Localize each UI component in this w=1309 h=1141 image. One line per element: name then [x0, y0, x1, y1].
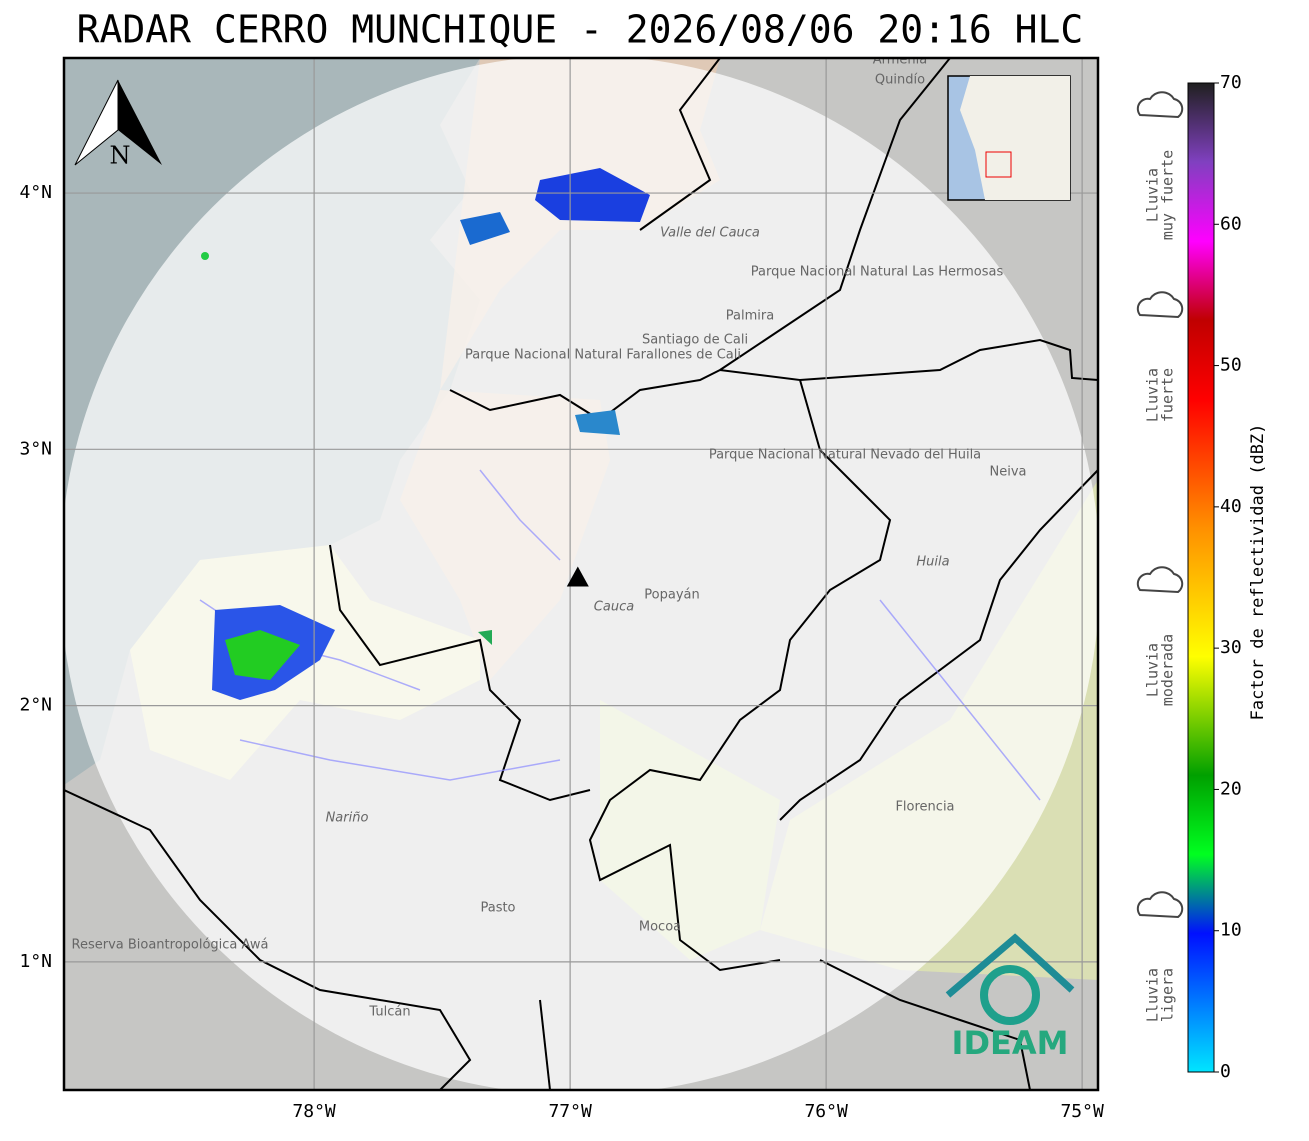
rain-icon — [1136, 891, 1184, 919]
x-tick-label: 75°W — [1060, 1101, 1104, 1122]
y-tick-label: 2°N — [19, 695, 52, 716]
inset-extent — [985, 151, 1012, 178]
place-label: Pasto — [480, 901, 515, 916]
rain-icon — [1136, 91, 1184, 119]
cloud — [1136, 291, 1184, 319]
colorbar-tick-label: 60 — [1220, 213, 1242, 234]
place-label: Parque Nacional Natural Nevado del Huila — [709, 448, 981, 463]
place-label: Valle del Cauca — [660, 226, 760, 241]
y-tick-label: 3°N — [19, 438, 52, 459]
rain-class-label: Lluvia — [1144, 168, 1162, 222]
place-label: Florencia — [895, 800, 954, 815]
north-arrow: N — [74, 79, 162, 170]
rain-icon — [1136, 566, 1184, 594]
place-label: Parque Nacional Natural Farallones de Ca… — [465, 348, 741, 363]
cloud — [1136, 566, 1184, 594]
colorbar-tick-label: 70 — [1220, 72, 1242, 93]
place-label: Parque Nacional Natural Las Hermosas — [751, 265, 1004, 280]
colorbar-tick-label: 30 — [1220, 637, 1242, 658]
x-tick-label: 77°W — [548, 1101, 592, 1122]
place-label: Santiago de Cali — [642, 333, 748, 348]
colorbar-tick-label: 50 — [1220, 355, 1242, 376]
rain-class-label: ligera — [1159, 968, 1177, 1022]
rain-class-label: Lluvia — [1144, 643, 1162, 697]
place-label: Quindío — [875, 73, 925, 88]
x-tick-label: 78°W — [292, 1101, 336, 1122]
cloud — [1136, 91, 1184, 119]
x-tick-label: 76°W — [804, 1101, 848, 1122]
logo: IDEAM — [945, 933, 1075, 1062]
rain-class-label: Lluvia — [1144, 968, 1162, 1022]
y-tick-label: 1°N — [19, 951, 52, 972]
place-label: Cauca — [594, 600, 634, 615]
title: RADAR CERRO MUNCHIQUE - 2026/08/06 20:16… — [77, 8, 1084, 52]
place-label: Mocoa — [639, 920, 681, 935]
radar-echoes — [201, 168, 650, 700]
colorbar-tick-label: 40 — [1220, 496, 1242, 517]
place-label: Tulcán — [368, 1005, 410, 1020]
logo-text: IDEAM — [952, 1024, 1069, 1062]
rain-class-label: Lluvia — [1144, 368, 1162, 422]
inset-land — [960, 76, 1070, 200]
place-label: Huila — [916, 555, 949, 570]
colorbar-tick-label: 20 — [1220, 778, 1242, 799]
place-label: Armenia — [873, 53, 928, 68]
north-label: N — [110, 142, 131, 170]
colorbar-tick-label: 10 — [1220, 920, 1242, 941]
y-tick-label: 4°N — [19, 182, 52, 203]
cloud — [1136, 891, 1184, 919]
colorbar-tick-label: 0 — [1220, 1061, 1231, 1082]
place-label: Neiva — [990, 465, 1027, 480]
place-label: Palmira — [726, 309, 774, 324]
rain-icon — [1136, 291, 1184, 319]
place-label: Popayán — [644, 588, 699, 603]
rain-class-label: moderada — [1159, 634, 1177, 706]
colorbar — [1187, 82, 1215, 1073]
rain-class-label: fuerte — [1159, 368, 1177, 422]
radar-site — [566, 566, 589, 587]
map-frame — [62, 56, 1100, 1092]
place-label: Nariño — [326, 811, 369, 826]
colorbar-label: Factor de reflectividad (dBZ) — [1248, 424, 1268, 721]
rain-class-label: muy fuerte — [1159, 150, 1177, 240]
place-label: Reserva Bioantropológica Awá — [72, 938, 269, 953]
